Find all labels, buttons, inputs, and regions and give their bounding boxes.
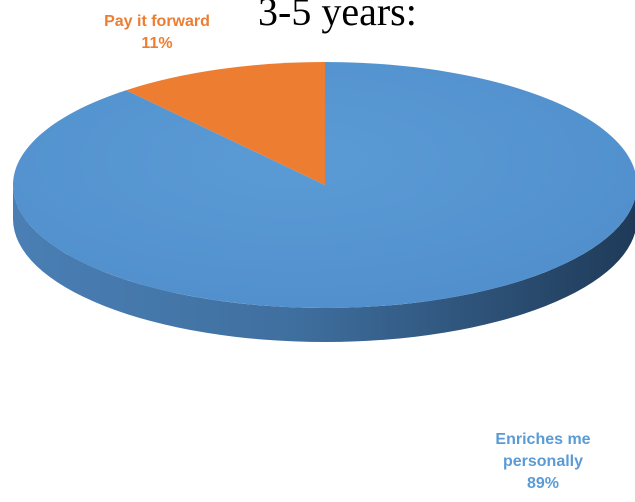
pie-labels: Enriches me personally 89% Pay it forward 11…: [104, 13, 591, 492]
data-label-category: Pay it forward: [104, 13, 210, 30]
pie-slice-enriches-me-personally: [13, 62, 635, 308]
data-label-category: personally: [503, 453, 583, 470]
chart-title: 3-5 years:: [258, 0, 417, 34]
pie-slice-pay-it-forward: [126, 62, 325, 185]
pie-slices: [13, 62, 635, 308]
data-label-value: 11%: [141, 35, 172, 52]
data-label-value: 89%: [527, 475, 559, 492]
pie-side-wall: [13, 185, 635, 342]
data-label-category: Enriches me: [495, 431, 590, 448]
pie-side: [13, 185, 635, 342]
